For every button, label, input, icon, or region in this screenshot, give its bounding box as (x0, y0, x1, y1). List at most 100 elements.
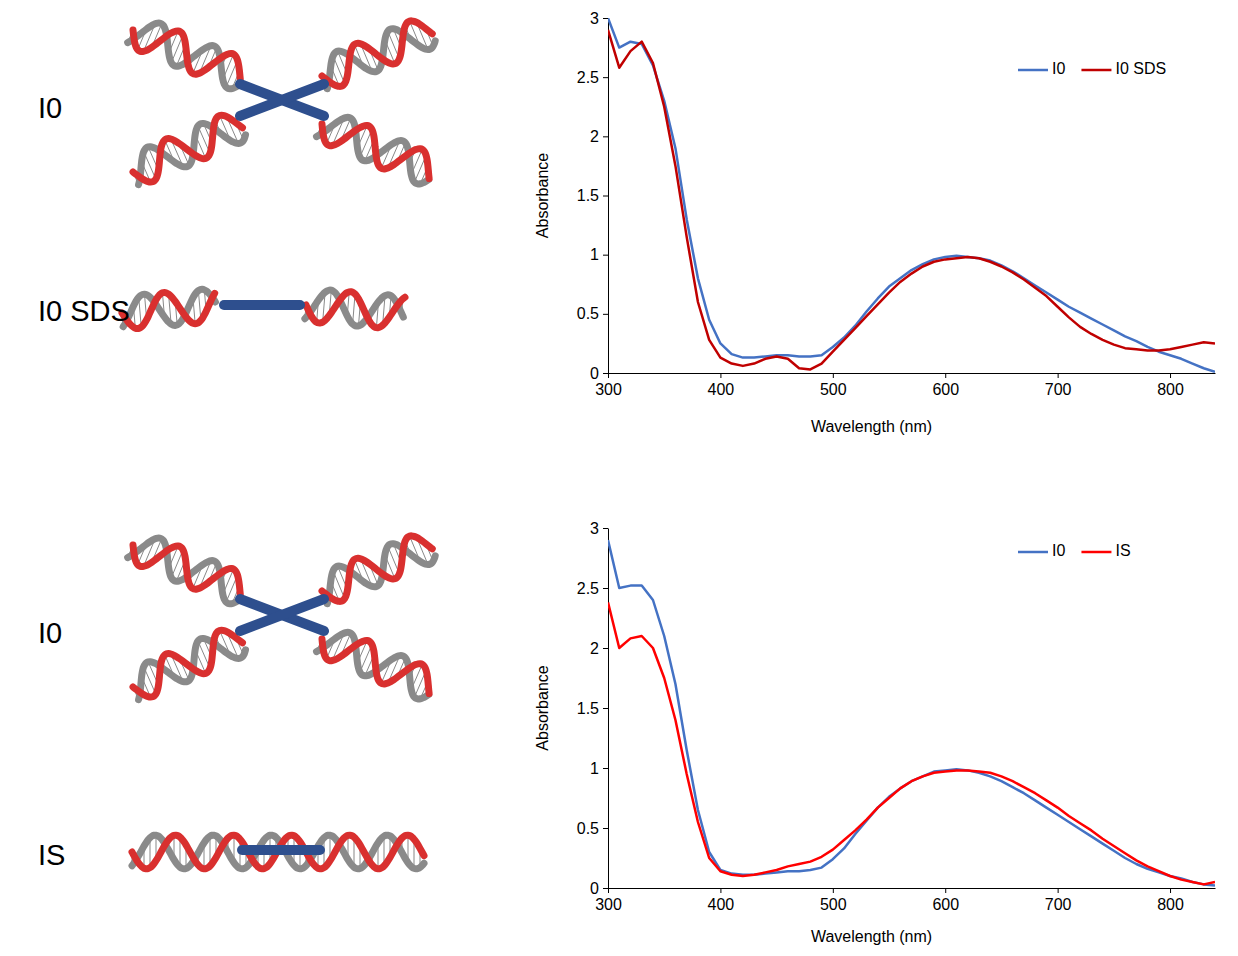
y-tick: 2.5 (577, 69, 608, 86)
panel-label: IS (38, 839, 65, 871)
y-tick: 3 (590, 10, 608, 27)
plot-area (608, 540, 1215, 886)
y-tick-mark (603, 373, 608, 374)
linker-rod (224, 300, 300, 310)
dna-helix (132, 835, 424, 869)
y-axis-title: Absorbance (534, 153, 551, 238)
y-tick-label: 0 (590, 880, 599, 897)
x-tick-mark (833, 373, 834, 378)
y-tick-label: 0.5 (577, 305, 599, 322)
panel-label: I0 (38, 617, 62, 649)
x-tick-label: 600 (932, 381, 959, 398)
linker-rod (242, 845, 320, 855)
strand-red (322, 21, 432, 87)
legend-label: I0 (1052, 60, 1065, 77)
x-tick-mark (945, 373, 946, 378)
x-tick: 700 (1045, 888, 1072, 913)
y-tick-label: 1 (590, 760, 599, 777)
y-tick: 0.5 (577, 820, 608, 837)
x-tick-label: 800 (1157, 381, 1184, 398)
series-line (608, 18, 1215, 372)
strand-red (133, 545, 240, 594)
legend-swatch (1081, 69, 1111, 72)
dna-helix (317, 117, 430, 184)
linker-rod (240, 84, 324, 116)
x-tick: 300 (595, 888, 622, 913)
y-tick-mark (603, 255, 608, 256)
linker-rod (240, 599, 324, 631)
y-tick-mark (603, 828, 608, 829)
y-axis: 00.511.522.53 (577, 10, 609, 382)
y-tick-label: 0.5 (577, 820, 599, 837)
dna-helix (133, 630, 246, 699)
x-axis: 300 400 500 600 700 800 (595, 888, 1215, 913)
panel-label: I0 SDS (38, 295, 130, 327)
y-tick-label: 3 (590, 520, 599, 537)
panel-label: I0 (38, 92, 62, 124)
y-tick-mark (603, 528, 608, 529)
diagram (128, 21, 436, 185)
plot-area (608, 18, 1215, 372)
y-axis-title: Absorbance (534, 665, 551, 750)
diagram (128, 536, 436, 700)
x-tick-mark (608, 888, 609, 893)
dna-helix (305, 290, 405, 328)
dna-helix (317, 632, 430, 699)
y-tick-mark (603, 588, 608, 589)
x-tick-label: 600 (932, 896, 959, 913)
y-tick-label: 2.5 (577, 580, 599, 597)
y-tick-mark (603, 708, 608, 709)
x-tick: 500 (820, 888, 847, 913)
x-tick-label: 400 (708, 381, 735, 398)
y-tick-label: 3 (590, 10, 599, 27)
linker-rod (240, 84, 324, 116)
y-tick-label: 2 (590, 640, 599, 657)
y-tick-mark (603, 314, 608, 315)
legend-label: IS (1115, 542, 1130, 559)
x-axis: 300400500600700800 (595, 373, 1215, 398)
x-tick: 700 (1045, 373, 1072, 398)
legend-swatch (1018, 69, 1048, 72)
x-tick-label: 300 (595, 381, 622, 398)
strand-red (322, 639, 429, 694)
y-tick-label: 2 (590, 128, 599, 145)
x-tick: 600 (932, 888, 959, 913)
x-axis-title: Wavelength (nm) (811, 418, 932, 435)
y-tick: 0.5 (577, 305, 608, 322)
y-tick: 2.5 (577, 580, 608, 597)
y-tick-label: 2.5 (577, 69, 599, 86)
y-axis-line (608, 529, 609, 889)
y-tick-mark (603, 648, 608, 649)
x-tick-mark (608, 373, 609, 378)
series-line (608, 30, 1215, 370)
x-tick-label: 400 (708, 896, 735, 913)
y-tick-label: 1.5 (577, 700, 599, 717)
diagram (122, 289, 405, 328)
y-tick: 3 (590, 520, 608, 537)
x-tick-label: 700 (1045, 381, 1072, 398)
y-tick-mark (603, 18, 608, 19)
x-tick-mark (1058, 373, 1059, 378)
y-tick-mark (603, 77, 608, 78)
legend: I0 IS (1018, 542, 1131, 559)
legend-label: I0 (1052, 542, 1065, 559)
y-axis-line (608, 19, 609, 374)
x-tick-label: 300 (595, 896, 622, 913)
x-axis-line (609, 888, 1216, 889)
x-tick-mark (833, 888, 834, 893)
figure: I0 I0 SDS 300 400 500 600 700 800 0 0.5 1 1.5 2 2.5 3 W… (0, 0, 1238, 956)
strand-grey (317, 632, 429, 699)
strand-grey (132, 835, 424, 869)
y-tick-label: 1.5 (577, 187, 599, 204)
x-tick: 800 (1157, 888, 1184, 913)
strand-red (322, 124, 429, 179)
diagram (132, 835, 424, 869)
strand-red (122, 292, 215, 328)
strand-red (133, 30, 240, 79)
y-tick: 1.5 (577, 187, 608, 204)
legend-label: I0 SDS (1115, 60, 1166, 77)
y-tick-mark (603, 768, 608, 769)
strand-red (132, 835, 424, 869)
y-tick-mark (603, 196, 608, 197)
dna-helix (133, 115, 246, 184)
